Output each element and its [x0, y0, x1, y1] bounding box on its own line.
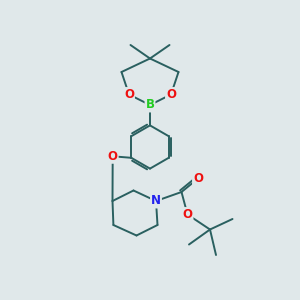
- Text: O: O: [182, 208, 193, 221]
- Text: O: O: [108, 150, 118, 163]
- Text: O: O: [166, 88, 176, 101]
- Text: O: O: [124, 88, 134, 101]
- Text: B: B: [146, 98, 154, 112]
- Text: O: O: [193, 172, 203, 185]
- Text: N: N: [151, 194, 161, 208]
